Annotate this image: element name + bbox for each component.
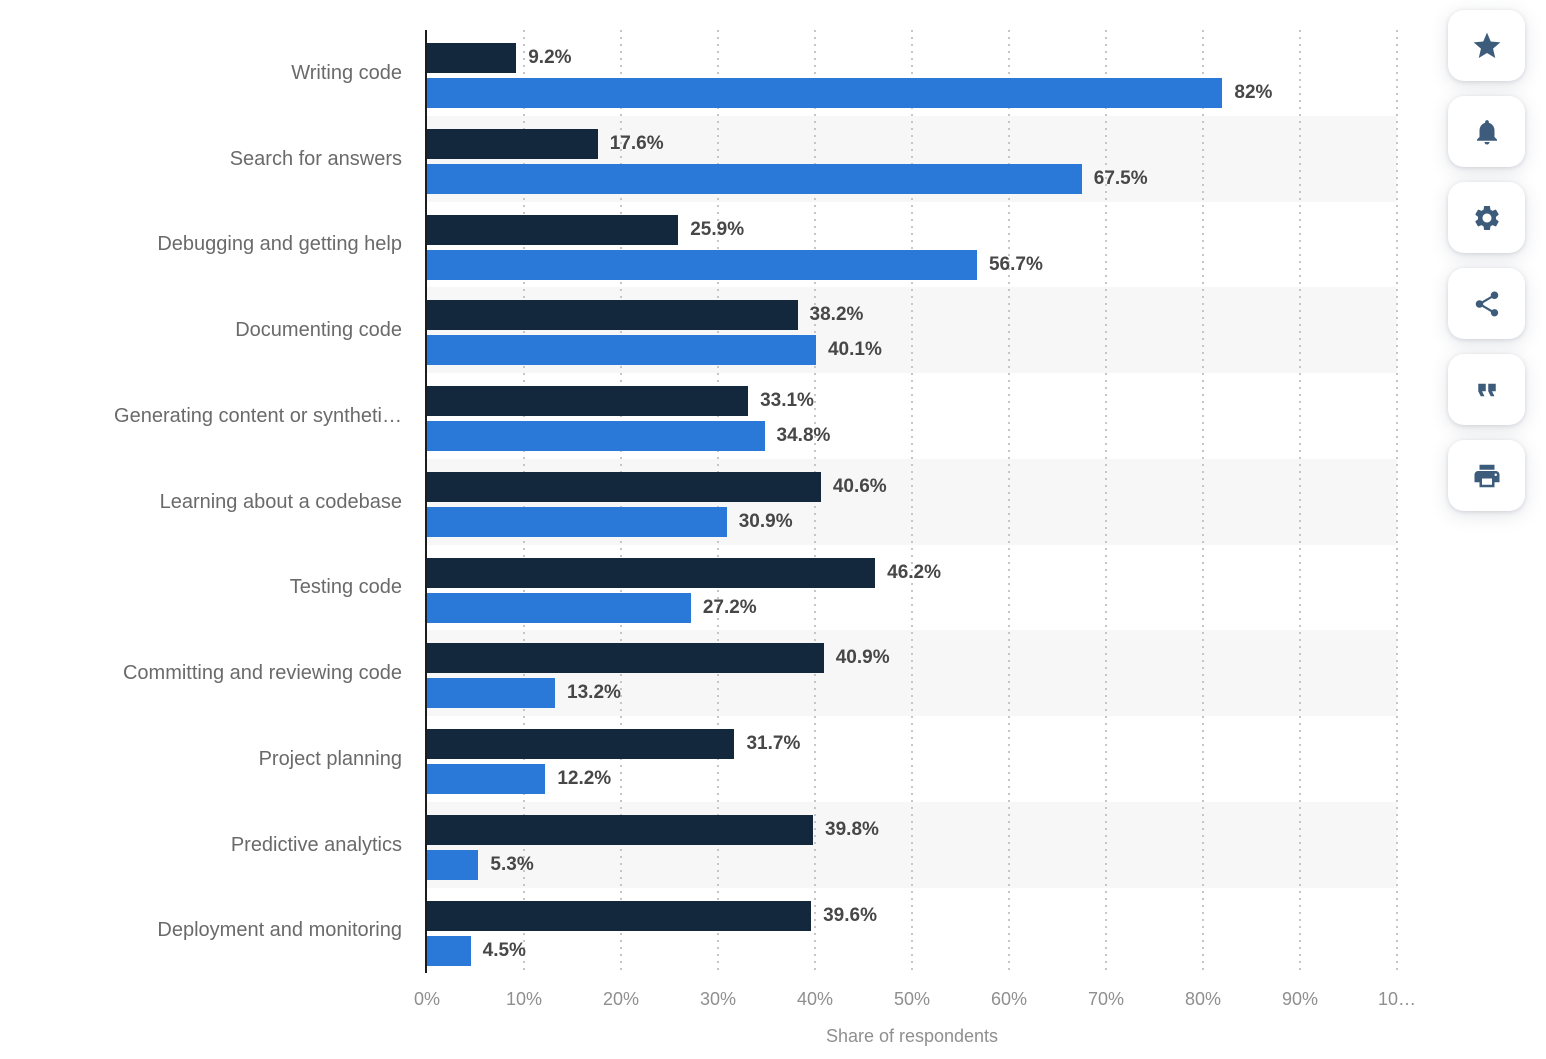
category-label: Writing code [291, 61, 402, 84]
bell-icon [1472, 117, 1502, 147]
y-axis-line [425, 30, 427, 974]
settings-button[interactable] [1448, 182, 1525, 253]
bar-value-label: 40.1% [827, 339, 882, 361]
category-label: Predictive analytics [230, 833, 402, 856]
category-label: Project planning [258, 747, 402, 770]
gridline [1008, 30, 1010, 974]
bar-value-label: 67.5% [1093, 167, 1148, 189]
printer-icon [1472, 461, 1502, 491]
category-label: Deployment and monitoring [157, 919, 402, 942]
bar-dark-navy[interactable] [427, 471, 821, 502]
gridline [1105, 30, 1107, 974]
bar-value-label: 33.1% [760, 390, 814, 411]
bar-value-label: 56.7% [988, 253, 1043, 275]
bar-blue[interactable] [427, 592, 691, 623]
bar-blue[interactable] [427, 678, 556, 709]
bar-value-label: 30.9% [738, 510, 793, 532]
bar-dark-navy[interactable] [427, 43, 517, 73]
notifications-button[interactable] [1448, 96, 1525, 167]
x-axis-tick-label: 0% [413, 989, 440, 1010]
share-button[interactable] [1448, 268, 1525, 339]
bar-value-label: 9.2% [528, 47, 572, 68]
gear-icon [1472, 203, 1502, 233]
bar-dark-navy[interactable] [427, 900, 812, 931]
gridline [911, 30, 913, 974]
x-axis-tick-label: 30% [699, 989, 737, 1010]
bar-value-label: 38.2% [809, 304, 864, 326]
bar-blue[interactable] [427, 335, 816, 366]
bar-value-label: 5.3% [490, 853, 534, 875]
gridline [1299, 30, 1301, 974]
bar-dark-navy[interactable] [427, 300, 798, 331]
bar-blue[interactable] [427, 78, 1223, 108]
category-label: Learning about a codebase [159, 490, 402, 513]
bar-value-label: 46.2% [887, 561, 941, 583]
bar-blue[interactable] [427, 163, 1082, 194]
bar-dark-navy[interactable] [427, 729, 735, 759]
bar-value-label: 4.5% [482, 939, 526, 961]
x-axis-tick-label: 20% [602, 989, 640, 1010]
bar-value-label: 40.9% [835, 647, 890, 669]
x-axis-tick-label: 10… [1377, 989, 1417, 1010]
star-icon [1471, 30, 1503, 62]
bar-value-label: 39.8% [825, 818, 879, 840]
bar-blue[interactable] [427, 421, 765, 451]
bar-value-label: 40.6% [832, 475, 887, 497]
x-axis-tick-label: 80% [1184, 989, 1222, 1010]
gridline [1202, 30, 1204, 974]
print-button[interactable] [1448, 440, 1525, 511]
bar-blue[interactable] [427, 764, 546, 794]
bar-dark-navy[interactable] [427, 814, 814, 845]
x-axis-tick-label: 70% [1087, 989, 1125, 1010]
x-axis-tick-label: 50% [893, 989, 931, 1010]
bar-dark-navy[interactable] [427, 214, 679, 245]
bar-dark-navy[interactable] [427, 643, 824, 674]
bar-value-label: 17.6% [609, 132, 664, 154]
bar-dark-navy[interactable] [427, 386, 749, 416]
bar-value-label: 34.8% [776, 425, 831, 446]
bar-blue[interactable] [427, 506, 727, 537]
bar-blue[interactable] [427, 249, 977, 280]
gridline [1396, 30, 1398, 974]
bar-value-label: 12.2% [557, 768, 612, 789]
bar-value-label: 27.2% [702, 596, 757, 618]
x-axis-tick-label: 10% [505, 989, 543, 1010]
bar-value-label: 25.9% [690, 218, 745, 240]
bar-dark-navy[interactable] [427, 128, 598, 159]
bar-value-label: 31.7% [746, 733, 801, 754]
category-label: Testing code [289, 576, 402, 599]
quote-icon [1472, 375, 1502, 405]
x-axis-title: Share of respondents [825, 1026, 999, 1046]
category-label: Search for answers [229, 147, 402, 170]
bar-blue[interactable] [427, 935, 471, 966]
x-axis-tick-label: 90% [1281, 989, 1319, 1010]
category-label: Debugging and getting help [157, 233, 402, 256]
bar-dark-navy[interactable] [427, 557, 876, 588]
category-label: Documenting code [235, 319, 402, 342]
category-label: Generating content or syntheti… [114, 404, 402, 427]
bar-value-label: 13.2% [567, 682, 621, 704]
bar-value-label: 82% [1234, 82, 1273, 103]
bar-blue[interactable] [427, 849, 479, 880]
cite-button[interactable] [1448, 354, 1525, 425]
x-axis-tick-label: 60% [990, 989, 1028, 1010]
category-label: Committing and reviewing code [122, 662, 402, 685]
x-axis-tick-label: 40% [796, 989, 834, 1010]
share-icon [1472, 289, 1502, 319]
bar-value-label: 39.6% [823, 904, 877, 926]
favorite-button[interactable] [1448, 10, 1525, 81]
